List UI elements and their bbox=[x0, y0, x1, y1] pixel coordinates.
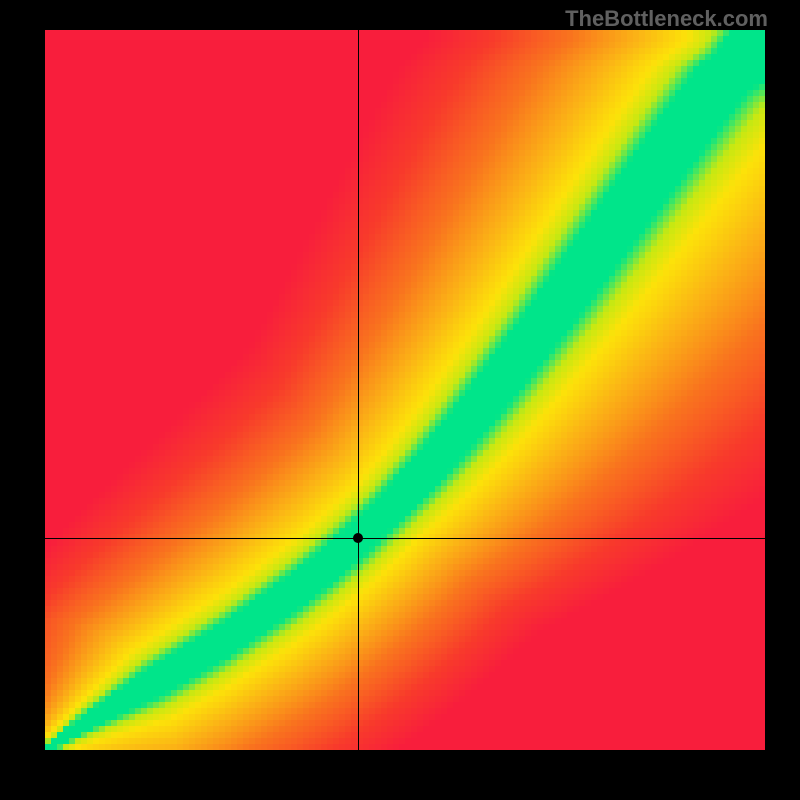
heatmap-plot bbox=[45, 30, 765, 750]
heatmap-canvas bbox=[45, 30, 765, 750]
crosshair-horizontal bbox=[45, 538, 765, 539]
crosshair-vertical bbox=[358, 30, 359, 750]
watermark-text: TheBottleneck.com bbox=[565, 6, 768, 32]
selection-marker bbox=[353, 533, 363, 543]
